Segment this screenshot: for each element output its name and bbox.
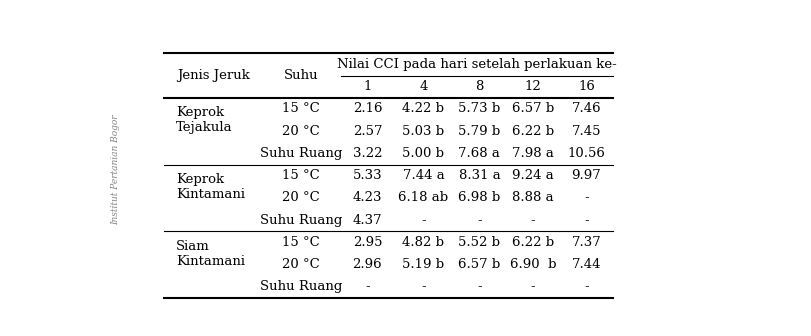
- Text: 6.90  b: 6.90 b: [509, 258, 556, 271]
- Text: 3.22: 3.22: [352, 147, 382, 160]
- Text: 4.22 b: 4.22 b: [402, 102, 444, 115]
- Text: 6.18 ab: 6.18 ab: [398, 192, 448, 204]
- Text: -: -: [583, 280, 588, 293]
- Text: Nilai CCI pada hari setelah perlakuan ke-: Nilai CCI pada hari setelah perlakuan ke…: [337, 58, 616, 71]
- Text: 7.45: 7.45: [571, 125, 600, 138]
- Text: 5.52 b: 5.52 b: [458, 236, 500, 249]
- Text: 9.24 a: 9.24 a: [512, 169, 553, 182]
- Text: -: -: [583, 192, 588, 204]
- Text: 7.68 a: 7.68 a: [458, 147, 500, 160]
- Text: 7.98 a: 7.98 a: [511, 147, 553, 160]
- Text: Keprok
Tejakula: Keprok Tejakula: [176, 106, 233, 134]
- Text: 6.98 b: 6.98 b: [457, 192, 500, 204]
- Text: Suhu: Suhu: [284, 69, 318, 82]
- Text: Suhu Ruang: Suhu Ruang: [260, 280, 342, 293]
- Text: 2.95: 2.95: [352, 236, 382, 249]
- Text: 15 °C: 15 °C: [282, 169, 320, 182]
- Text: 20 °C: 20 °C: [282, 258, 320, 271]
- Text: 8.88 a: 8.88 a: [512, 192, 553, 204]
- Text: 2.16: 2.16: [352, 102, 382, 115]
- Text: 4.82 b: 4.82 b: [402, 236, 444, 249]
- Text: 5.79 b: 5.79 b: [457, 125, 500, 138]
- Text: 20 °C: 20 °C: [282, 192, 320, 204]
- Text: -: -: [530, 280, 534, 293]
- Text: -: -: [477, 214, 481, 226]
- Text: 12: 12: [524, 80, 541, 93]
- Text: Jenis Jeruk: Jenis Jeruk: [177, 69, 249, 82]
- Text: 20 °C: 20 °C: [282, 125, 320, 138]
- Text: Suhu Ruang: Suhu Ruang: [260, 214, 342, 226]
- Text: 6.22 b: 6.22 b: [511, 236, 553, 249]
- Text: 5.19 b: 5.19 b: [401, 258, 444, 271]
- Text: 5.73 b: 5.73 b: [457, 102, 500, 115]
- Text: Suhu Ruang: Suhu Ruang: [260, 147, 342, 160]
- Text: 10.56: 10.56: [567, 147, 604, 160]
- Text: 2.96: 2.96: [352, 258, 382, 271]
- Text: 7.37: 7.37: [571, 236, 600, 249]
- Text: 8.31 a: 8.31 a: [458, 169, 500, 182]
- Text: 1: 1: [363, 80, 371, 93]
- Text: 4.37: 4.37: [352, 214, 382, 226]
- Text: 5.33: 5.33: [352, 169, 382, 182]
- Text: Keprok
Kintamani: Keprok Kintamani: [176, 173, 245, 201]
- Text: 4: 4: [418, 80, 427, 93]
- Text: 6.22 b: 6.22 b: [511, 125, 553, 138]
- Text: 9.97: 9.97: [571, 169, 600, 182]
- Text: 15 °C: 15 °C: [282, 236, 320, 249]
- Text: 6.57 b: 6.57 b: [511, 102, 553, 115]
- Text: -: -: [530, 214, 534, 226]
- Text: 8: 8: [474, 80, 483, 93]
- Text: -: -: [583, 214, 588, 226]
- Text: 7.44 a: 7.44 a: [402, 169, 444, 182]
- Text: 2.57: 2.57: [352, 125, 382, 138]
- Text: 7.44: 7.44: [571, 258, 600, 271]
- Text: 7.46: 7.46: [571, 102, 600, 115]
- Text: -: -: [421, 280, 425, 293]
- Text: 5.00 b: 5.00 b: [402, 147, 444, 160]
- Text: -: -: [365, 280, 369, 293]
- Text: 5.03 b: 5.03 b: [401, 125, 444, 138]
- Text: -: -: [477, 280, 481, 293]
- Text: 16: 16: [577, 80, 594, 93]
- Text: -: -: [421, 214, 425, 226]
- Text: Siam
Kintamani: Siam Kintamani: [176, 240, 245, 267]
- Text: 4.23: 4.23: [352, 192, 382, 204]
- Text: Institut Pertanian Bogor: Institut Pertanian Bogor: [111, 115, 120, 225]
- Text: 6.57 b: 6.57 b: [457, 258, 500, 271]
- Text: 15 °C: 15 °C: [282, 102, 320, 115]
